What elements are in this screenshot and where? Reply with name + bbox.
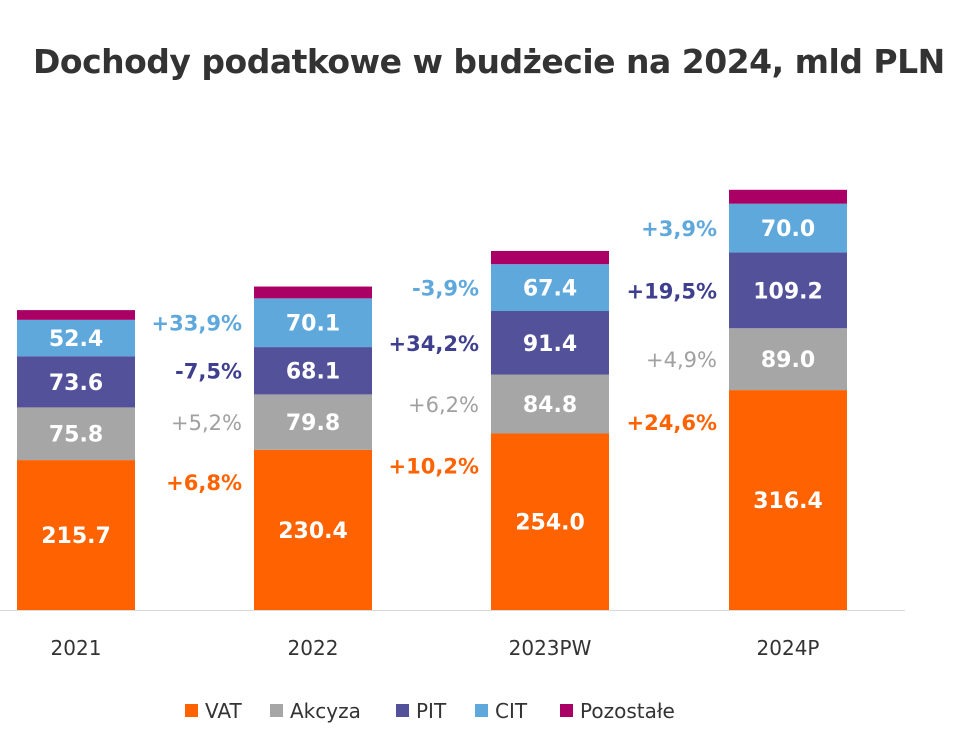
change-label: +6,8%: [166, 471, 242, 495]
data-label: 67.4: [523, 277, 577, 302]
bar-segment-cit-2022: [254, 298, 372, 348]
change-label: +10,2%: [389, 454, 479, 478]
legend-swatch-cit: [475, 704, 488, 717]
bar-segment-pozostałe-2023PW: [491, 250, 609, 265]
data-label: 254.0: [515, 511, 585, 536]
data-label: 79.8: [286, 411, 340, 436]
legend-swatch-akcyza: [270, 704, 283, 717]
legend-label: PIT: [416, 699, 447, 723]
bar-segment-pit-2022: [254, 347, 372, 395]
data-label: 70.1: [286, 312, 340, 337]
data-label: 73.6: [49, 371, 103, 396]
legend-swatch-pozostałe: [560, 704, 573, 717]
x-tick-label: 2021: [51, 636, 102, 660]
change-label: +33,9%: [152, 312, 242, 336]
legend-label: Pozostałe: [580, 699, 675, 723]
bar-segment-pit-2024P: [729, 252, 847, 329]
data-label: 230.4: [278, 519, 348, 544]
legend-label: Akcyza: [290, 699, 361, 723]
legend-label: VAT: [205, 699, 243, 723]
bar-segment-akcyza-2024P: [729, 328, 847, 391]
bar-segment-cit-2021: [17, 319, 135, 357]
data-label: 68.1: [286, 360, 340, 385]
change-label: -7,5%: [175, 360, 242, 384]
bar-segment-akcyza-2023PW: [491, 374, 609, 434]
data-label: 75.8: [49, 423, 103, 448]
bar-segment-vat-2023PW: [491, 433, 609, 610]
change-label: +34,2%: [389, 332, 479, 356]
bar-segment-vat-2022: [254, 449, 372, 610]
bar-segment-pit-2023PW: [491, 311, 609, 375]
bar-segment-pit-2021: [17, 356, 135, 408]
change-label: +24,6%: [627, 411, 717, 435]
bar-segment-vat-2021: [17, 460, 135, 610]
bar-segment-cit-2023PW: [491, 264, 609, 312]
chart-title: Dochody podatkowe w budżecie na 2024, ml…: [33, 42, 945, 81]
legend-swatch-pit: [396, 704, 409, 717]
change-label: +4,9%: [646, 348, 717, 372]
data-label: 84.8: [523, 393, 577, 418]
bar-segment-pozostałe-2024P: [729, 189, 847, 204]
bar-segment-cit-2024P: [729, 203, 847, 253]
x-tick-label: 2022: [288, 636, 339, 660]
data-label: 91.4: [523, 332, 577, 357]
data-label: 89.0: [761, 348, 815, 373]
bar-segment-pozostałe-2022: [254, 286, 372, 299]
x-tick-label: 2024P: [757, 636, 820, 660]
change-label: +6,2%: [408, 393, 479, 417]
bar-segment-vat-2024P: [729, 390, 847, 610]
change-label: +5,2%: [171, 411, 242, 435]
change-label: +3,9%: [641, 217, 717, 241]
data-label: 109.2: [753, 279, 823, 304]
data-label: 316.4: [753, 489, 823, 514]
data-label: 52.4: [49, 327, 103, 352]
bar-segment-pozostałe-2021: [17, 310, 135, 320]
bar-segment-akcyza-2022: [254, 394, 372, 450]
data-label: 215.7: [41, 524, 111, 549]
legend-swatch-vat: [185, 704, 198, 717]
change-label: +19,5%: [627, 279, 717, 303]
data-label: 70.0: [761, 217, 815, 242]
x-tick-label: 2023PW: [509, 636, 592, 660]
legend-label: CIT: [495, 699, 528, 723]
bar-segment-akcyza-2021: [17, 407, 135, 461]
change-label: -3,9%: [412, 277, 479, 301]
